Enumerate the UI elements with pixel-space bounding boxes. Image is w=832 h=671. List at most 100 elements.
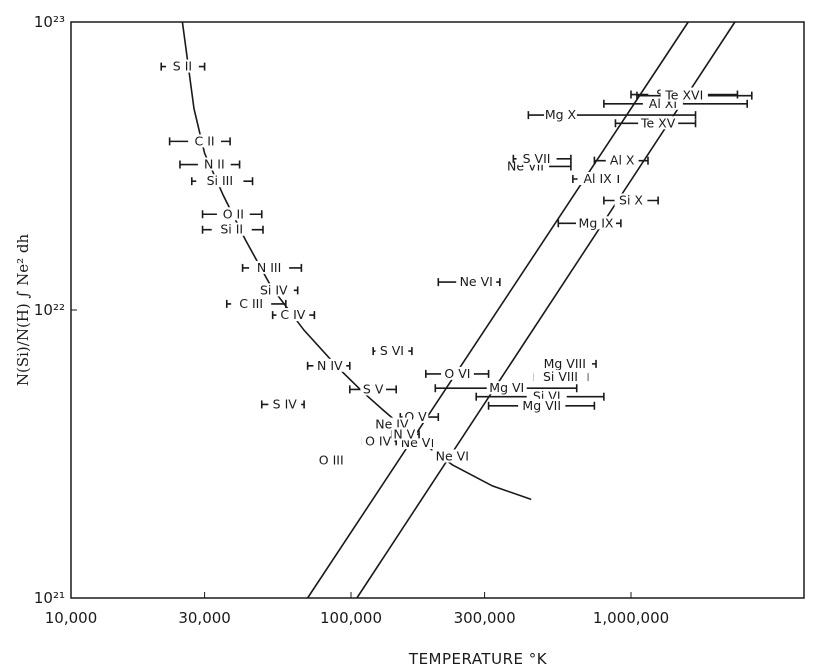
ion-label: Mg X — [545, 107, 577, 122]
ion-label: O III — [319, 453, 344, 468]
ion-label: Mg VI — [489, 380, 524, 395]
ion-label: Ne VI — [460, 274, 493, 289]
ion-point: S II — [160, 59, 206, 74]
label-knockout — [544, 108, 577, 122]
ion-label: Al X — [610, 153, 635, 168]
label-knockout — [231, 296, 272, 310]
ion-point: S VI — [372, 343, 413, 358]
label-knockout — [311, 453, 352, 467]
label-knockout — [249, 260, 290, 274]
ion-point: N IV — [306, 358, 351, 373]
ion-point: N V — [391, 426, 420, 441]
label-knockout — [361, 434, 395, 448]
label-knockout — [533, 370, 588, 384]
label-knockout — [614, 193, 648, 207]
label-knockout — [456, 275, 497, 289]
ion-label: Ne VI — [436, 448, 469, 463]
label-knockout — [441, 366, 474, 380]
ion-label: C IV — [280, 307, 305, 322]
ion-point: Mg VI — [434, 380, 578, 395]
ion-point: Si X — [603, 192, 659, 207]
ion-point: C IV — [271, 307, 316, 322]
label-knockout — [360, 382, 386, 396]
ion-point: O VI — [425, 366, 490, 381]
ion-point: Mg IX — [557, 215, 622, 230]
label-knockout — [391, 427, 418, 441]
ion-point: Ne VI — [432, 448, 473, 463]
label-knockout — [313, 358, 347, 372]
label-knockout — [576, 216, 617, 230]
ion-point: C II — [168, 133, 231, 148]
ion-label: O VI — [444, 366, 470, 381]
ion-point: S V — [348, 381, 397, 396]
ion-point: O III — [311, 453, 352, 468]
ion-label: S IV — [273, 396, 298, 411]
ion-label: Te XVI — [664, 88, 703, 103]
y-axis-label: N(Si)/N(H) ∫ Ne² dh — [14, 234, 32, 387]
plot-frame — [70, 21, 805, 599]
x-tick-label: 300,000 — [454, 609, 516, 627]
ion-point: S IV — [260, 396, 305, 411]
ion-label: S VII — [523, 151, 551, 166]
x-tick-label: 30,000 — [178, 609, 231, 627]
ion-point: S VII — [512, 151, 572, 166]
label-knockout — [577, 172, 618, 186]
label-knockout — [518, 398, 566, 412]
label-knockout — [216, 207, 250, 221]
ion-point: Ne VI — [437, 274, 501, 289]
label-knockout — [197, 157, 231, 171]
label-knockout — [516, 151, 557, 165]
ion-label: S VI — [380, 343, 404, 358]
ion-point: Mg VIII — [537, 356, 597, 371]
ion-label: Si VIII — [543, 369, 578, 384]
label-knockout — [196, 174, 244, 188]
ion-point: O II — [201, 206, 263, 221]
ion-label: Si III — [207, 173, 233, 188]
ion-point: Si II — [201, 222, 264, 237]
label-knockout — [638, 116, 679, 130]
label-knockout — [268, 397, 302, 411]
label-knockout — [375, 344, 409, 358]
x-tick-label: 10,000 — [45, 609, 98, 627]
label-knockout — [432, 449, 473, 463]
ion-point: N III — [241, 260, 303, 275]
x-tick-labels: 10,000 30,000 100,000 300,000 1,000,000 — [45, 609, 669, 627]
ion-point: Mg X — [527, 107, 697, 122]
y-tick-label: 10²² — [34, 301, 65, 319]
ion-label: Mg VII — [522, 398, 561, 413]
ion-label: N V — [393, 426, 415, 441]
x-tick-label: 100,000 — [320, 609, 382, 627]
ion-point: C III — [225, 296, 287, 311]
ion-point: N II — [179, 157, 241, 172]
ion-point: Si VIII — [533, 369, 589, 384]
y-tick-labels: 10²¹ 10²² 10²³ — [34, 13, 65, 607]
label-knockout — [605, 153, 639, 167]
ion-label: O IV — [365, 433, 391, 448]
ion-label: Si IV — [260, 282, 288, 297]
ion-label: Al IX — [584, 171, 613, 186]
ion-label: C II — [195, 133, 215, 148]
ion-label: Te XV — [640, 115, 676, 130]
ion-point: Al X — [593, 153, 649, 168]
label-knockout — [188, 134, 221, 148]
label-knockout — [253, 283, 294, 297]
x-tick-label: 1,000,000 — [593, 609, 669, 627]
ion-label: N II — [204, 157, 225, 172]
label-knockout — [660, 88, 708, 102]
fit-curve-1 — [181, 21, 532, 501]
ion-point: Al IX — [572, 171, 619, 186]
label-knockout — [537, 356, 592, 370]
y-tick-label: 10²³ — [34, 13, 65, 31]
ion-label: Si X — [619, 192, 643, 207]
ion-point: Te XV — [614, 115, 697, 130]
y-tick-label: 10²¹ — [34, 589, 65, 607]
ion-point: O IV — [361, 433, 397, 448]
label-knockout — [211, 222, 252, 236]
ion-point: Mg VII — [487, 398, 596, 413]
x-axis-label: TEMPERATURE °K — [408, 650, 548, 668]
ion-label: C III — [239, 296, 263, 311]
ion-label: N III — [257, 260, 281, 275]
label-knockout — [371, 417, 412, 431]
fit-curve-2 — [306, 21, 689, 599]
